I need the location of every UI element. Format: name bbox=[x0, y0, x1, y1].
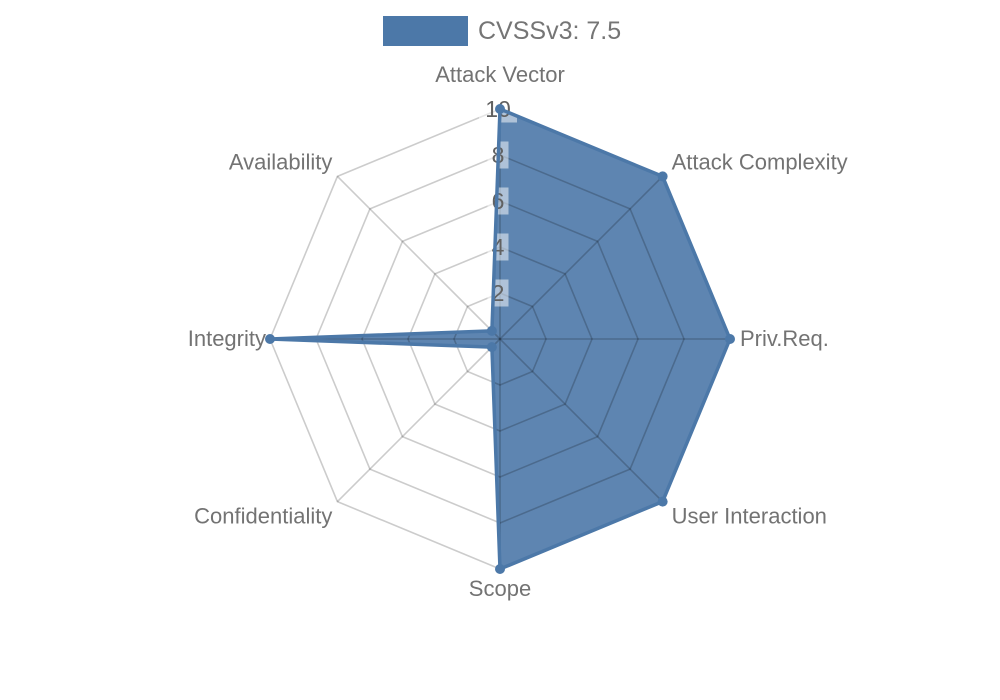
data-point-marker bbox=[495, 564, 505, 574]
data-point-marker bbox=[486, 325, 497, 336]
axis-spoke bbox=[336, 175, 501, 340]
data-point-marker bbox=[657, 171, 668, 182]
axis-label-user-interaction: User Interaction bbox=[672, 504, 827, 529]
axis-label-scope: Scope bbox=[469, 576, 531, 601]
data-point-marker bbox=[725, 334, 735, 344]
axis-spoke bbox=[499, 338, 664, 503]
data-point-marker bbox=[486, 342, 497, 353]
legend-swatch bbox=[383, 16, 468, 46]
data-point-marker bbox=[657, 496, 668, 507]
grid-ring bbox=[407, 246, 593, 432]
axis-spoke bbox=[499, 175, 664, 340]
axis-label-attack-complexity: Attack Complexity bbox=[672, 149, 848, 174]
tick-label-bg bbox=[487, 233, 509, 261]
legend-label: CVSSv3: 7.5 bbox=[478, 16, 622, 45]
axis-label-confidentiality: Confidentiality bbox=[194, 504, 332, 529]
grid-ring bbox=[361, 200, 639, 478]
legend-item[interactable]: CVSSv3: 7.5 bbox=[383, 16, 621, 46]
axis-label-availability: Availability bbox=[229, 149, 333, 174]
axis-spoke bbox=[336, 338, 501, 503]
grid-ring bbox=[453, 292, 547, 386]
axis-label-priv-req-: Priv.Req. bbox=[740, 326, 829, 351]
data-point-marker bbox=[265, 334, 275, 344]
data-polygon-fill bbox=[270, 109, 730, 569]
axis-label-integrity: Integrity bbox=[188, 326, 266, 351]
data-point-marker bbox=[495, 104, 505, 114]
axis-label-attack-vector: Attack Vector bbox=[435, 62, 565, 87]
